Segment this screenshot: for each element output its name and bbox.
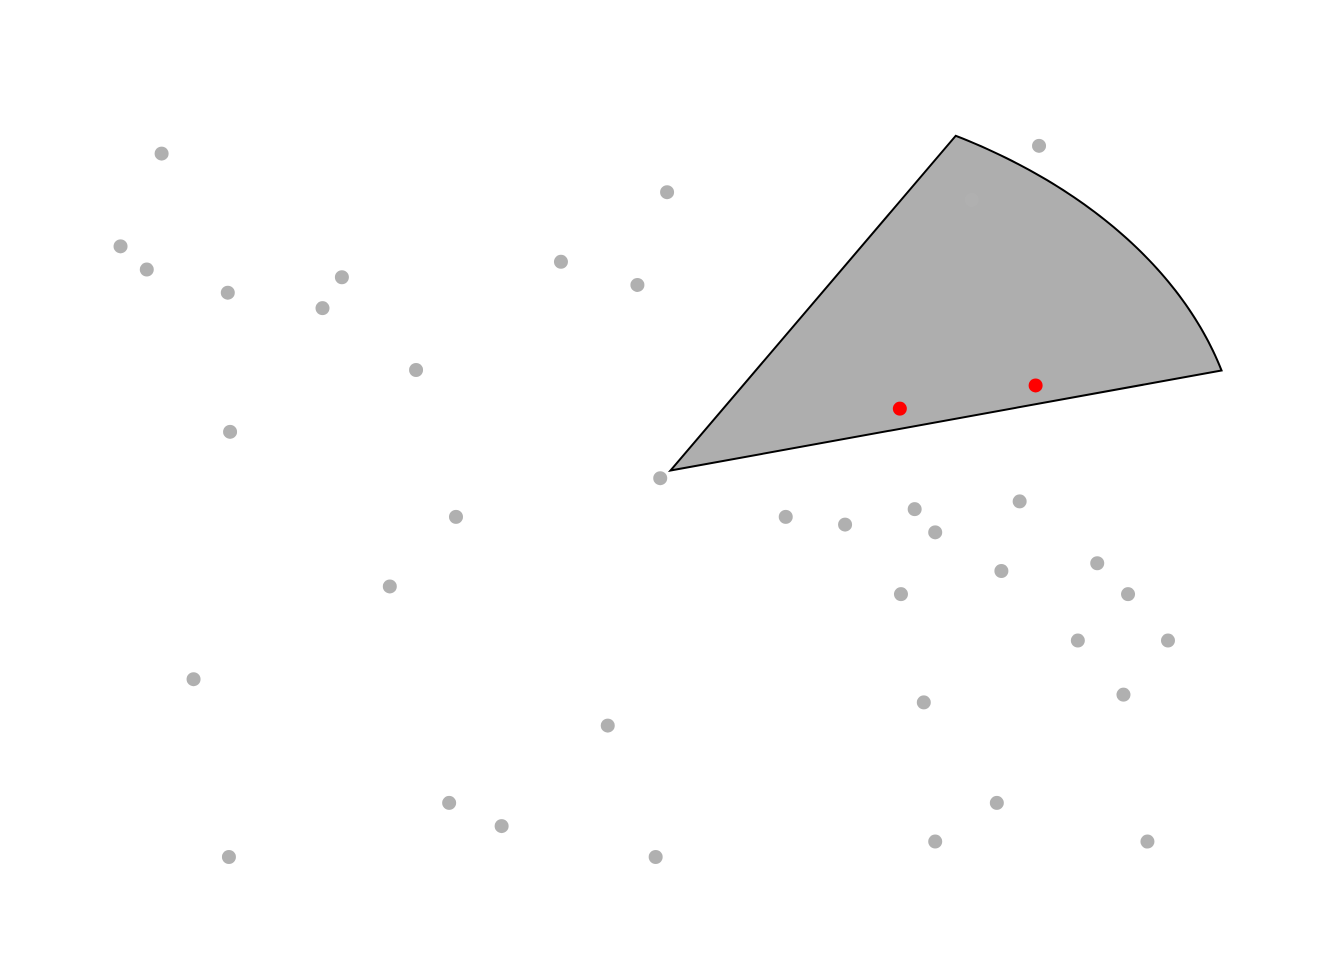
data-point — [221, 850, 236, 864]
data-point — [893, 587, 908, 602]
data-point — [220, 285, 235, 300]
data-point — [113, 239, 128, 254]
data-point — [1032, 138, 1047, 153]
sector-layer — [667, 134, 1223, 472]
highlighted-point — [892, 401, 907, 416]
data-point — [223, 424, 238, 439]
data-point — [928, 834, 943, 849]
data-point — [1070, 633, 1085, 648]
data-point — [653, 471, 668, 486]
data-point — [1012, 494, 1027, 509]
highlighted-points-layer — [892, 378, 1043, 416]
data-point — [778, 509, 793, 524]
data-point — [648, 850, 663, 864]
sector-wedge — [667, 134, 1223, 472]
data-point — [916, 695, 931, 710]
data-point — [838, 517, 853, 532]
data-point — [154, 146, 169, 161]
data-point — [334, 270, 349, 285]
data-point — [1121, 587, 1136, 602]
highlighted-point — [1028, 378, 1043, 393]
data-point — [994, 563, 1009, 578]
data-point — [1116, 687, 1131, 702]
data-point — [442, 795, 457, 810]
data-point — [928, 525, 943, 540]
data-point — [409, 363, 424, 378]
data-point — [600, 718, 615, 733]
data-point — [1090, 556, 1105, 571]
data-point — [553, 254, 568, 269]
data-point — [494, 819, 509, 834]
data-point — [989, 795, 1004, 810]
data-point — [907, 502, 922, 517]
data-point — [964, 192, 979, 207]
data-point — [660, 185, 675, 200]
data-point — [186, 672, 201, 687]
data-point — [448, 509, 463, 524]
data-point — [1140, 834, 1155, 849]
points-layer — [113, 138, 1175, 864]
data-point — [315, 301, 330, 316]
data-point — [139, 262, 154, 277]
data-point — [382, 579, 397, 594]
data-point — [630, 277, 645, 292]
data-point — [1160, 633, 1175, 648]
